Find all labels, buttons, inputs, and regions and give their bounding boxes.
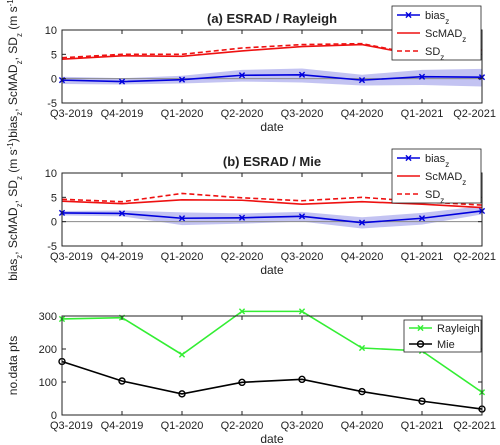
x-tick-label: Q4-2019 (101, 251, 144, 263)
x-tick-label: Q3-2020 (281, 251, 324, 263)
x-tick-label: Q3-2019 (50, 251, 93, 263)
series-line-scmad (61, 198, 483, 209)
legend-label: SDz (425, 189, 444, 205)
x-tick-label: Q1-2020 (161, 108, 204, 120)
x-tick-label: Q3-2020 (281, 420, 324, 432)
legend-marker (405, 154, 412, 162)
x-tick-label: Q4-2019 (101, 420, 144, 432)
y-tick-label: 200 (39, 344, 57, 356)
panel-title: (b) ESRAD / Mie (223, 154, 321, 169)
y-tick-label: -5 (47, 98, 57, 110)
data-point-mie (238, 378, 246, 387)
data-point-bias (118, 78, 126, 85)
data-point-mie (118, 377, 126, 385)
x-tick-label: Q2-2020 (221, 420, 264, 432)
x-tick-label: Q3-2019 (50, 420, 93, 432)
data-point-mie (298, 375, 306, 384)
y-tick-label: 300 (39, 311, 57, 323)
y-tick-label: 5 (51, 192, 57, 204)
y-tick-label: 0 (51, 217, 57, 229)
x-tick-label: Q2-2020 (221, 251, 264, 263)
data-point-bias (178, 215, 186, 222)
data-point-bias (238, 214, 246, 221)
series-line-mie (61, 360, 483, 410)
data-point-rayleigh (358, 344, 366, 352)
x-tick-label: Q3-2020 (281, 108, 324, 120)
x-tick-label: Q4-2020 (341, 108, 384, 120)
y-axis-label: biasz, ScMADz, SDz (m s-1) (6, 0, 24, 138)
legend-label: Mie (437, 339, 455, 351)
x-tick-label: Q4-2020 (341, 420, 384, 432)
legend-label: Rayleigh (437, 323, 480, 335)
x-tick-label: Q4-2019 (101, 108, 144, 120)
x-tick-label: Q1-2020 (161, 420, 204, 432)
data-point-mie (358, 387, 366, 396)
x-axis-label: date (260, 263, 284, 277)
series-line-sd (61, 42, 483, 59)
panel-title: (a) ESRAD / Rayleigh (207, 11, 337, 26)
y-tick-label: 0 (51, 74, 57, 86)
legend-label: biasz (425, 10, 449, 26)
panel-1: (a) ESRAD / Rayleigh -5 0 5 10 Q3-2019 Q4-2019… (6, 0, 497, 138)
legend: biasz ScMADz SDz (391, 5, 482, 62)
x-tick-label: Q2-2020 (221, 108, 264, 120)
data-point-bias (118, 210, 126, 217)
x-tick-label: Q3-2019 (50, 108, 93, 120)
x-tick-label: Q1-2021 (401, 108, 444, 120)
legend-label: biasz (425, 153, 449, 169)
y-tick-label: 10 (45, 168, 57, 180)
uncertainty-band-bias (62, 68, 482, 87)
y-tick-label: 10 (45, 25, 57, 37)
data-point-bias (298, 71, 306, 78)
data-point-rayleigh (238, 308, 246, 315)
legend-label: SDz (425, 46, 444, 62)
data-point-bias (178, 76, 186, 83)
axes-frame (61, 172, 483, 247)
data-point-bias (418, 73, 426, 80)
y-tick-label: 5 (51, 49, 57, 61)
data-point-bias (418, 215, 426, 222)
data-point-bias (238, 72, 246, 79)
axes-frame (61, 29, 483, 104)
legend: biasz ScMADz SDz (391, 148, 482, 205)
x-tick-label: Q1-2021 (401, 251, 444, 263)
x-tick-label: Q1-2020 (161, 251, 204, 263)
legend: Rayleigh Mie (403, 319, 482, 353)
x-tick-label: Q1-2021 (401, 420, 444, 432)
legend-box (403, 319, 482, 353)
series-line-bias (61, 73, 483, 83)
data-point-rayleigh (298, 308, 306, 315)
panel-2: (b) ESRAD / Mie -5 0 5 10 Q3-2019 Q4-2019 Q1-20… (6, 138, 497, 281)
data-point-rayleigh (178, 351, 186, 358)
series-line-bias (61, 210, 483, 224)
x-axis-label: date (260, 120, 284, 134)
x-tick-label: Q2-2021 (453, 420, 496, 432)
legend-marker (417, 324, 424, 332)
data-point-bias (298, 213, 306, 220)
y-axis-label: biasz, ScMADz, SDz (m s-1) (6, 138, 24, 281)
data-point-mie (418, 397, 426, 405)
legend-label: ScMADz (425, 171, 466, 187)
axes-frame (61, 315, 483, 416)
data-point-mie (178, 390, 186, 398)
data-point-bias (358, 77, 366, 84)
legend-marker (416, 340, 425, 348)
data-point-bias (358, 219, 366, 226)
x-tick-label: Q2-2021 (453, 108, 496, 120)
y-tick-label: 100 (39, 377, 57, 389)
x-axis-label: date (260, 432, 284, 445)
panel-3: 0 100 200 300 Q3-2019 Q4-2019 Q1-2020 Q2-2020 Q3… (6, 308, 496, 445)
y-tick-label: -5 (47, 241, 57, 253)
legend-label: ScMADz (425, 28, 466, 44)
y-tick-label: 0 (51, 410, 57, 422)
legend-marker (405, 11, 412, 19)
x-tick-label: Q4-2020 (341, 251, 384, 263)
x-tick-label: Q2-2021 (453, 251, 496, 263)
series-line-sd (61, 192, 483, 206)
y-axis-label: no.data pts (6, 336, 20, 395)
